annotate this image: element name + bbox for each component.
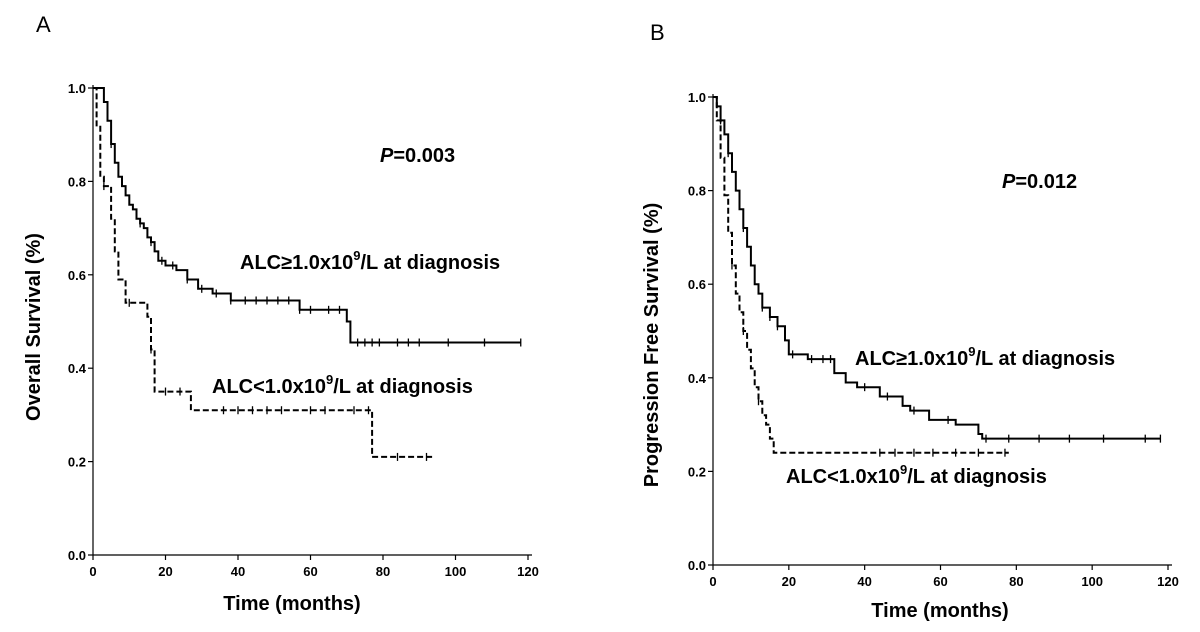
panel-a-y-tick-label: 1.0 — [68, 81, 86, 96]
panel-b-x-tick-label: 60 — [933, 574, 947, 589]
panel-a-x-tick-label: 40 — [231, 564, 245, 579]
panel-b-y-axis-title: Progression Free Survival (%) — [641, 203, 663, 488]
panel-a-p-number: =0.003 — [393, 145, 455, 167]
panel-a-y-tick-label: 0.4 — [68, 361, 87, 376]
panel-b-x-tick-label: 80 — [1009, 574, 1023, 589]
panel-b-label-low-alc: ALC<1.0x109/L at diagnosis — [786, 462, 1047, 488]
panel-a-letter: A — [36, 12, 51, 37]
panel-a-label-low-alc: ALC<1.0x109/L at diagnosis — [212, 372, 473, 398]
panel-a-label-high-alc: ALC≥1.0x109/L at diagnosis — [240, 248, 500, 274]
panel-b-x-tick-label: 0 — [709, 574, 716, 589]
panel-b-x-tick-label: 120 — [1157, 574, 1179, 589]
panel-b-p-value: P=0.012 — [1002, 171, 1077, 193]
panel-b-x-tick-label: 40 — [857, 574, 871, 589]
panel-a-p-letter: P — [380, 145, 394, 167]
panel-b-y-tick-label: 0.8 — [688, 184, 706, 199]
panel-a-y-tick-label: 0.8 — [68, 174, 86, 189]
panel-b-plot-area: 0.0 0.2 0.4 0.6 0.8 1.0 0 20 40 60 80 100 120 — [688, 90, 1179, 589]
panel-a-x-tick-label: 60 — [303, 564, 317, 579]
panel-a-x-tick-label: 0 — [89, 564, 96, 579]
panel-a-overall-survival: A 0.0 0.2 0.4 0.6 0.8 1.0 0 20 40 60 80 100 120 Time… — [23, 12, 539, 615]
panel-a-y-axis-title: Overall Survival (%) — [23, 233, 45, 421]
panel-b-x-tick-label: 20 — [782, 574, 796, 589]
panel-b-p-letter: P — [1002, 171, 1016, 193]
panel-b-x-tick-label: 100 — [1081, 574, 1103, 589]
panel-a-x-tick-label: 80 — [376, 564, 390, 579]
panel-b-y-tick-label: 0.4 — [688, 371, 707, 386]
panel-b-y-tick-label: 0.6 — [688, 277, 706, 292]
panel-a-x-tick-label: 120 — [517, 564, 539, 579]
panel-a-plot-area: 0.0 0.2 0.4 0.6 0.8 1.0 0 20 40 60 80 100 120 — [68, 81, 539, 579]
panel-b-curve-low-alc — [713, 96, 1009, 454]
panel-b-label-high-alc: ALC≥1.0x109/L at diagnosis — [855, 344, 1115, 370]
panel-a-y-tick-label: 0.6 — [68, 268, 86, 283]
panel-b-y-tick-label: 0.2 — [688, 464, 706, 479]
panel-a-x-axis-title: Time (months) — [223, 593, 360, 615]
panel-b-x-axis-title: Time (months) — [871, 600, 1008, 622]
panel-a-x-tick-label: 20 — [158, 564, 172, 579]
panel-b-progression-free-survival: B 0.0 0.2 0.4 0.6 0.8 1.0 0 20 40 60 80 100 120 Time… — [641, 20, 1179, 622]
panel-b-letter: B — [650, 20, 665, 45]
panel-b-y-tick-label: 1.0 — [688, 90, 706, 105]
panel-a-p-value: P=0.003 — [380, 145, 455, 167]
panel-b-y-tick-label: 0.0 — [688, 558, 706, 573]
panel-a-y-tick-label: 0.2 — [68, 455, 86, 470]
panel-b-p-number: =0.012 — [1015, 171, 1077, 193]
panel-a-x-tick-label: 100 — [445, 564, 467, 579]
panel-a-curve-high-alc — [93, 87, 521, 344]
panel-a-y-tick-label: 0.0 — [68, 548, 86, 563]
panel-b-curve-high-alc — [713, 96, 1161, 440]
